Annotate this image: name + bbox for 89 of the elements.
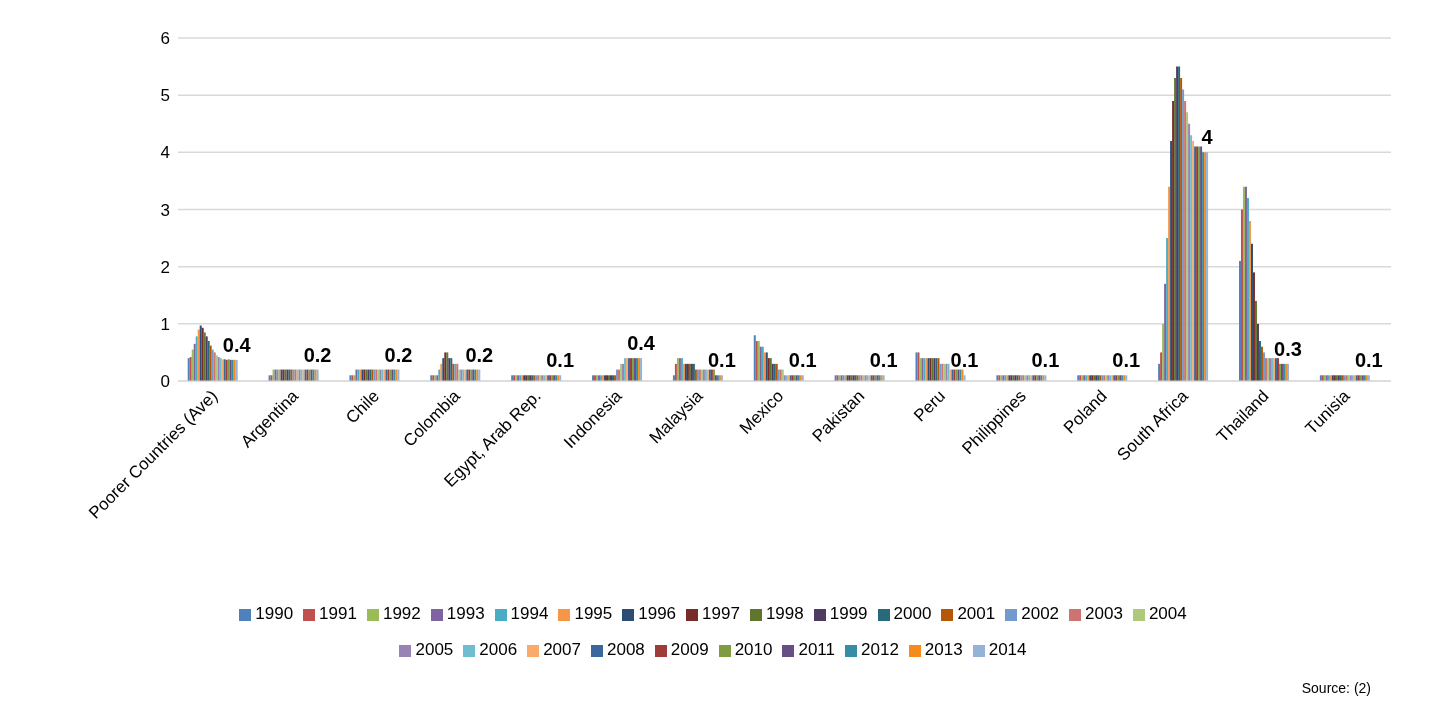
- data-label: 0.2: [384, 343, 413, 366]
- bar: [1188, 123, 1191, 381]
- bar: [442, 358, 445, 381]
- bar: [1254, 300, 1257, 381]
- legend-label: 2003: [1085, 604, 1123, 623]
- bar: [1192, 140, 1195, 381]
- bar: [205, 336, 208, 381]
- y-tick-label: 3: [160, 200, 170, 220]
- bar: [1262, 352, 1265, 381]
- data-label: 0.1: [546, 349, 575, 372]
- legend-label: 1996: [638, 604, 677, 623]
- bar: [209, 345, 212, 381]
- bar: [191, 349, 194, 381]
- bar: [1238, 260, 1241, 381]
- y-tick-label: 2: [160, 257, 170, 277]
- data-label: 0.1: [869, 349, 898, 372]
- data-label: 0.1: [708, 349, 736, 372]
- bar: [1160, 352, 1163, 381]
- legend-label: 1991: [319, 604, 357, 623]
- bar: [440, 363, 443, 381]
- bar: [1248, 220, 1251, 381]
- legend-label: 2006: [479, 640, 518, 659]
- legend-label: 2005: [415, 640, 454, 659]
- legend-label: 2007: [543, 640, 581, 659]
- legend-label: 2001: [957, 604, 996, 623]
- bar: [1246, 198, 1249, 381]
- bar: [674, 363, 677, 381]
- data-label: 0.1: [1354, 349, 1383, 372]
- legend-label: 2008: [606, 640, 645, 659]
- y-tick-label: 1: [160, 314, 170, 334]
- legend-label: 2004: [1148, 604, 1187, 623]
- bar: [1240, 209, 1243, 381]
- bar: [1164, 283, 1167, 381]
- legend-label: 1990: [255, 604, 294, 623]
- bar: [1170, 140, 1173, 381]
- data-label: 0.2: [465, 343, 494, 366]
- data-label: 0.4: [627, 332, 656, 355]
- y-tick-label: 0: [160, 372, 170, 392]
- bar: [753, 335, 756, 381]
- bar: [1168, 186, 1171, 381]
- bar: [195, 336, 198, 381]
- bar: [672, 375, 675, 381]
- legend-label: 2002: [1021, 604, 1060, 623]
- data-label: 0.1: [1031, 349, 1060, 372]
- legend-label: 2012: [861, 640, 899, 659]
- legend-label: 1995: [574, 604, 613, 623]
- legend-label: 1997: [702, 604, 740, 623]
- bar: [1250, 243, 1253, 381]
- legend-label: 1998: [765, 604, 804, 623]
- data-label: 0.1: [950, 349, 979, 372]
- data-label: 0.1: [1112, 349, 1141, 372]
- bar: [1182, 89, 1185, 381]
- data-label: 0.3: [1274, 337, 1302, 360]
- legend-label: 2013: [924, 640, 963, 659]
- legend-label: 1999: [829, 604, 868, 623]
- y-tick-label: 4: [160, 143, 170, 163]
- legend-label: 2010: [734, 640, 773, 659]
- y-tick-label: 6: [160, 29, 170, 49]
- bar: [1180, 78, 1183, 381]
- data-label: 0.1: [788, 349, 817, 372]
- bar: [1166, 238, 1169, 381]
- legend-label: 1994: [510, 604, 549, 623]
- legend-label: 1993: [446, 604, 485, 623]
- bar: [203, 332, 206, 381]
- legend-label: 2011: [798, 640, 836, 659]
- bar: [207, 340, 210, 381]
- data-label: 4: [1201, 126, 1214, 149]
- bar: [1158, 363, 1161, 381]
- bar: [1174, 78, 1177, 381]
- legend-label: 2009: [670, 640, 709, 659]
- bar: [963, 375, 966, 381]
- bar: [1190, 135, 1193, 381]
- source-note: Source: (2): [1301, 680, 1371, 696]
- bar: [193, 343, 196, 381]
- bar: [1260, 346, 1263, 381]
- bar: [1184, 100, 1187, 381]
- bar: [1162, 323, 1165, 381]
- bar: [1172, 100, 1175, 381]
- bar: [1256, 323, 1259, 381]
- legend-label: 1992: [382, 604, 421, 623]
- bar: [1252, 272, 1255, 381]
- bar: [197, 329, 200, 381]
- data-label: 0.4: [222, 333, 252, 356]
- y-tick-label: 5: [160, 86, 170, 106]
- bar: [1258, 340, 1261, 381]
- legend-label: 2014: [988, 640, 1027, 659]
- bar: [1186, 112, 1189, 381]
- data-label: 0.2: [303, 343, 332, 366]
- legend-label: 2000: [893, 604, 932, 623]
